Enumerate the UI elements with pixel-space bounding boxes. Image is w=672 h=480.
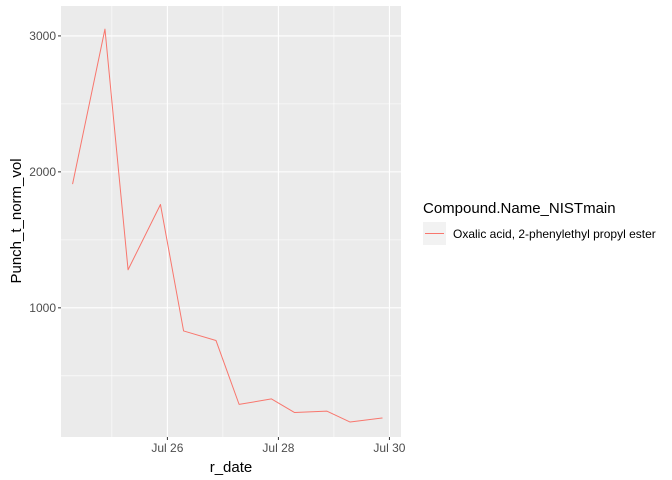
y-tick-label: 2000 [29, 165, 56, 179]
series-layer [72, 28, 383, 423]
x-tick-label: Jul 30 [373, 441, 405, 455]
major-gridlines [61, 6, 401, 437]
series-line-0 [72, 28, 383, 423]
y-axis-title: Punch_t_norm_vol [8, 158, 25, 283]
legend-label: Oxalic acid, 2-phenylethyl propyl ester [453, 227, 656, 241]
y-tick-label: 3000 [29, 29, 56, 43]
x-tick-label: Jul 28 [262, 441, 294, 455]
x-axis: Jul 26 Jul 28 Jul 30 [151, 437, 406, 455]
minor-gridlines [61, 6, 401, 437]
y-axis: 1000 2000 3000 [29, 29, 61, 315]
plot-panel [61, 6, 401, 437]
y-tick-label: 1000 [29, 301, 56, 315]
legend: Compound.Name_NISTmain Oxalic acid, 2-ph… [423, 200, 656, 245]
x-tick-label: Jul 26 [151, 441, 183, 455]
x-axis-title: r_date [210, 459, 253, 476]
legend-title: Compound.Name_NISTmain [423, 200, 616, 217]
